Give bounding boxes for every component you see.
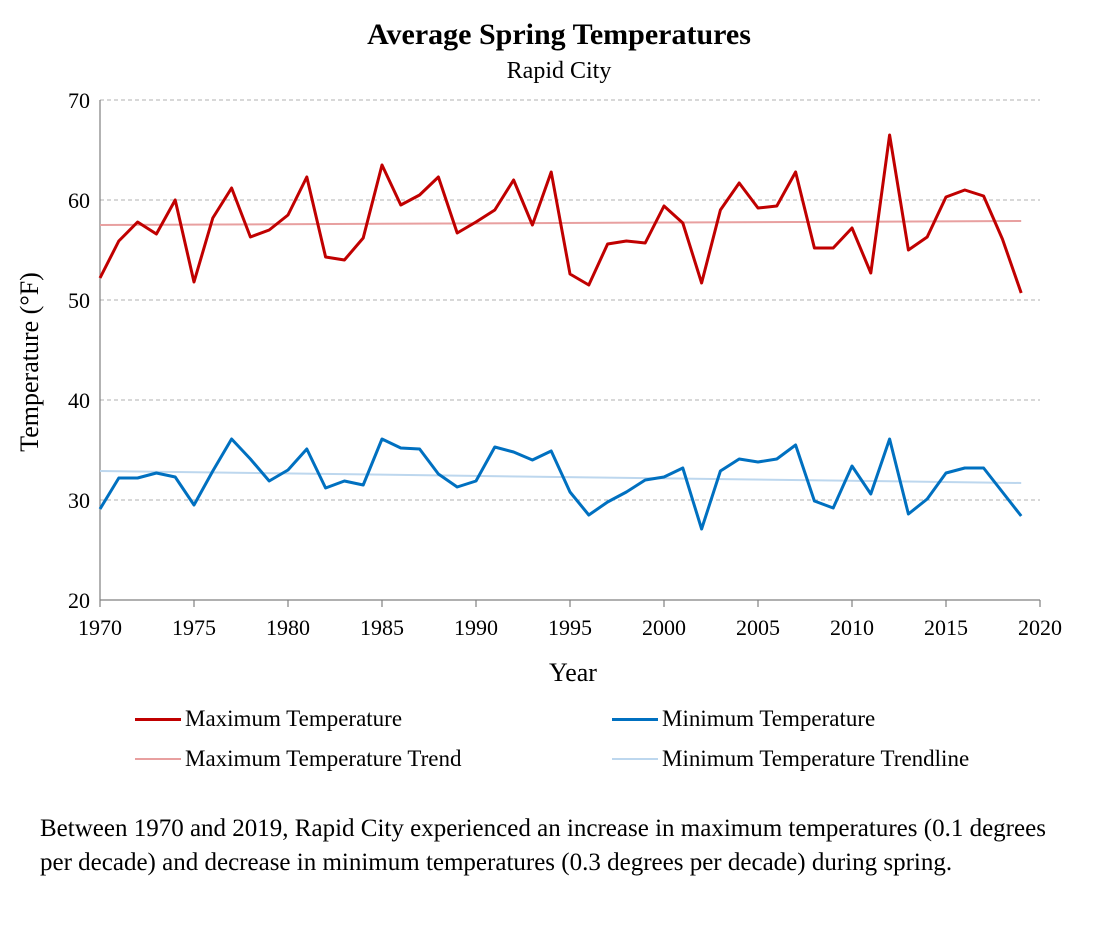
chart-plot: 20 30 40 50 60 70 1970 1975 1980 1985 1990 1995 2000… xyxy=(15,88,1062,687)
x-tick-label: 2010 xyxy=(830,615,874,640)
y-tick-label: 30 xyxy=(68,488,90,513)
legend-label-min: Minimum Temperature xyxy=(662,706,876,731)
footer-note: Between 1970 and 2019, Rapid City experi… xyxy=(40,815,1046,876)
x-tick-label: 2015 xyxy=(924,615,968,640)
legend-label-min-trend: Minimum Temperature Trendline xyxy=(662,746,970,771)
legend-item-max: Maximum Temperature xyxy=(135,706,402,732)
x-tick-label: 1990 xyxy=(454,615,498,640)
legend-swatch-min-trend xyxy=(612,758,658,760)
series-line-min xyxy=(98,437,1023,531)
x-tick-label: 2020 xyxy=(1018,615,1062,640)
tick-labels: 20 30 40 50 60 70 1970 1975 1980 1985 1990 1995 2000… xyxy=(68,88,1062,640)
legend-swatch-max-trend xyxy=(135,758,181,760)
legend-swatch-min xyxy=(612,717,658,721)
y-tick-label: 20 xyxy=(68,588,90,613)
series-lines xyxy=(98,133,1023,531)
chart-title: Average Spring Temperatures xyxy=(367,18,751,51)
y-tick-label: 60 xyxy=(68,188,90,213)
series-line-max xyxy=(98,133,1023,294)
legend-item-max-trend: Maximum Temperature Trend xyxy=(135,746,461,772)
grid-lines xyxy=(100,99,1040,501)
x-tick-label: 1985 xyxy=(360,615,404,640)
x-tick-label: 1970 xyxy=(78,615,122,640)
legend-label-max: Maximum Temperature xyxy=(185,706,403,731)
y-axis-title: Temperature (°F) xyxy=(15,272,44,452)
series-line-min-trend xyxy=(99,470,1022,484)
x-tick-label: 2000 xyxy=(642,615,686,640)
legend-label-max-trend: Maximum Temperature Trend xyxy=(185,746,462,771)
x-tick-label: 1980 xyxy=(266,615,310,640)
x-tick-label: 2005 xyxy=(736,615,780,640)
y-tick-label: 50 xyxy=(68,288,90,313)
x-tick-label: 1995 xyxy=(548,615,592,640)
legend-swatch-max xyxy=(135,717,181,721)
legend: Maximum Temperature Minimum Temperature … xyxy=(0,700,1118,780)
x-axis-title: Year xyxy=(549,658,597,687)
legend-item-min-trend: Minimum Temperature Trendline xyxy=(612,746,969,772)
x-tick-label: 1975 xyxy=(172,615,216,640)
chart-subtitle: Rapid City xyxy=(506,58,612,84)
y-tick-label: 70 xyxy=(68,88,90,113)
legend-item-min: Minimum Temperature xyxy=(612,706,875,732)
y-tick-label: 40 xyxy=(68,388,90,413)
axes xyxy=(99,100,1041,607)
